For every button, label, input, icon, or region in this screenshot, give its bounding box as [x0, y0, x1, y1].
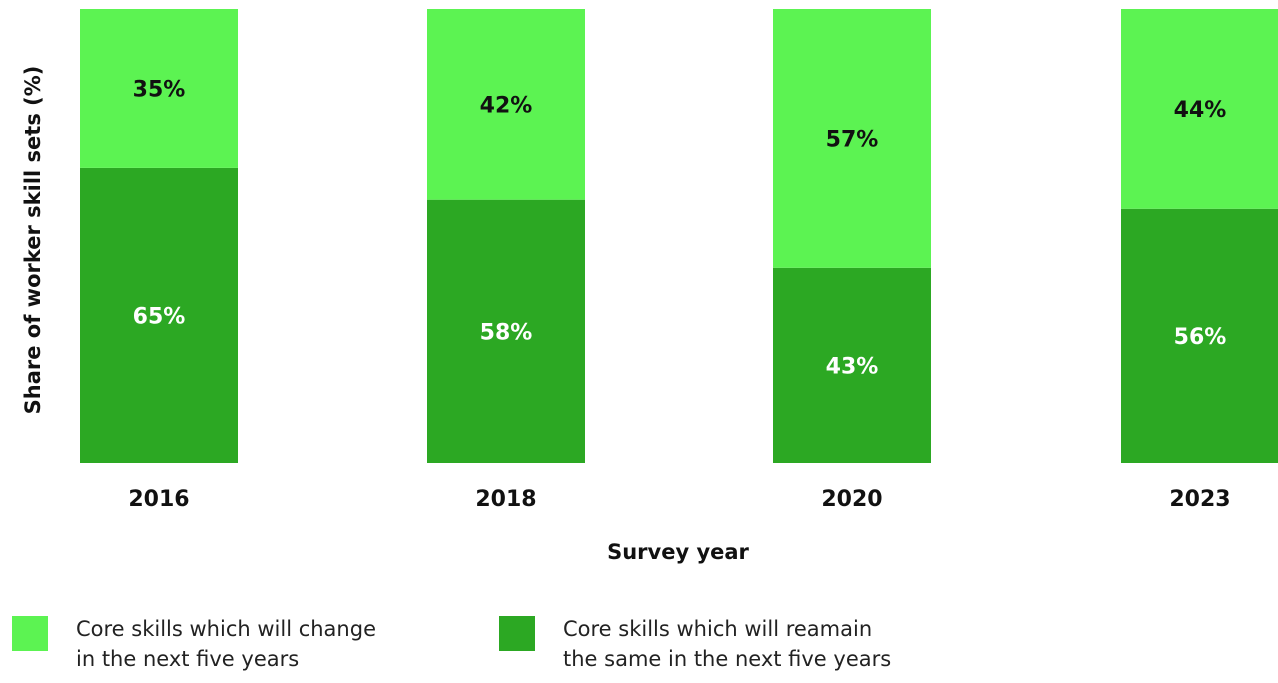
bar-segment-change-2016	[80, 9, 238, 168]
x-axis-title: Survey year	[607, 540, 749, 564]
data-label-remain-2016: 65%	[133, 304, 186, 329]
legend-label-remain: Core skills which will reamain the same …	[563, 617, 892, 671]
data-label-change-2023: 44%	[1174, 98, 1227, 123]
data-label-change-2020: 57%	[826, 127, 879, 152]
bar-segment-remain-2018	[427, 199, 585, 463]
data-label-remain-2020: 43%	[826, 354, 879, 379]
bar-segment-remain-2023	[1121, 208, 1278, 463]
legend-swatch-remain	[499, 616, 535, 651]
data-labels-layer: 65% 35% 58% 42% 43% 57% 56% 44%	[133, 77, 1227, 379]
bar-segment-change-2018	[427, 9, 585, 200]
legend-swatch-change	[12, 616, 48, 651]
x-tick-label-2020: 2020	[821, 487, 882, 512]
data-label-remain-2018: 58%	[480, 320, 533, 345]
legend-remain: Core skills which will reamain the same …	[499, 616, 891, 674]
x-tick-label-2018: 2018	[475, 487, 536, 512]
y-axis-title: Share of worker skill sets (%)	[21, 66, 45, 415]
x-tick-labels: 2016 2018 2020 2023	[128, 487, 1230, 512]
x-tick-label-2023: 2023	[1169, 487, 1230, 512]
x-tick-label-2016: 2016	[128, 487, 189, 512]
data-label-remain-2023: 56%	[1174, 325, 1227, 350]
legend-change: Core skills which will change in the nex…	[12, 616, 376, 674]
bars-layer	[80, 9, 1278, 463]
bar-segment-change-2023	[1121, 9, 1278, 209]
bar-segment-remain-2016	[80, 167, 238, 463]
stacked-bar-chart: 65% 35% 58% 42% 43% 57% 56% 44% 2016 2018 2020 202…	[21, 9, 1278, 564]
data-label-change-2018: 42%	[480, 93, 533, 118]
data-label-change-2016: 35%	[133, 77, 186, 102]
legend-label-change: Core skills which will change in the nex…	[76, 617, 376, 671]
bar-segment-remain-2020	[773, 267, 931, 463]
bar-segment-change-2020	[773, 9, 931, 268]
